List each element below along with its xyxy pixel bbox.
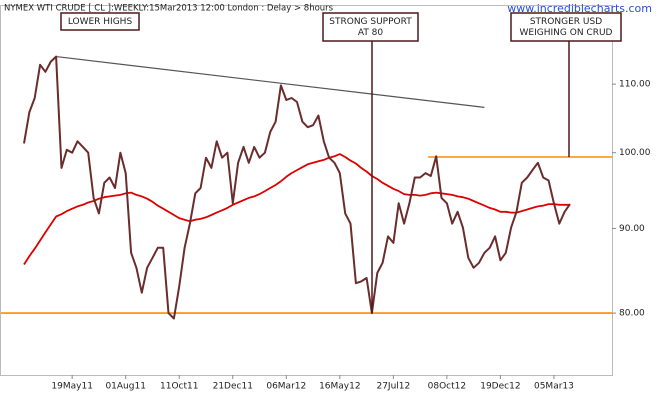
x-tick-label: 16May12 xyxy=(319,382,361,392)
annotation-box xyxy=(322,12,419,42)
x-tick-label: 27Jul12 xyxy=(376,382,410,392)
x-tick-label: 21Dec11 xyxy=(213,382,253,392)
annotation-box xyxy=(510,12,622,42)
x-tick-label: 19Dec12 xyxy=(480,382,520,392)
annotation-text: STRONG SUPPORT xyxy=(329,17,412,27)
plot-frame xyxy=(0,5,613,376)
y-tick-label: 110.00 xyxy=(619,80,651,90)
x-tick-label: 08Oct12 xyxy=(428,382,466,392)
watermark: www.incrediblecharts.com xyxy=(507,2,652,15)
y-tick-label: 80.00 xyxy=(619,309,645,319)
x-tick-label: 01Aug11 xyxy=(105,382,145,392)
annotation-text: WEIGHING ON CRUD xyxy=(520,28,613,38)
annotation-text: LOWER HIGHS xyxy=(68,17,133,27)
series-line xyxy=(23,55,571,320)
annotation-text: AT 80 xyxy=(358,28,384,38)
x-tick-label: 06Mar12 xyxy=(266,382,306,392)
x-tick-label: 05Mar13 xyxy=(534,382,574,392)
y-tick-label: 100.00 xyxy=(619,148,651,158)
series-line xyxy=(23,153,570,265)
annotation-text: STRONGER USD xyxy=(530,17,602,27)
x-tick-label: 19May11 xyxy=(51,382,93,392)
y-tick-label: 90.00 xyxy=(619,224,645,234)
annotation-box xyxy=(60,12,140,31)
x-tick-label: 11Oct11 xyxy=(160,382,198,392)
chart-title: NYMEX WTI CRUDE [ CL ]:WEEKLY:15Mar2013 … xyxy=(4,4,334,14)
trend-line xyxy=(56,55,485,108)
